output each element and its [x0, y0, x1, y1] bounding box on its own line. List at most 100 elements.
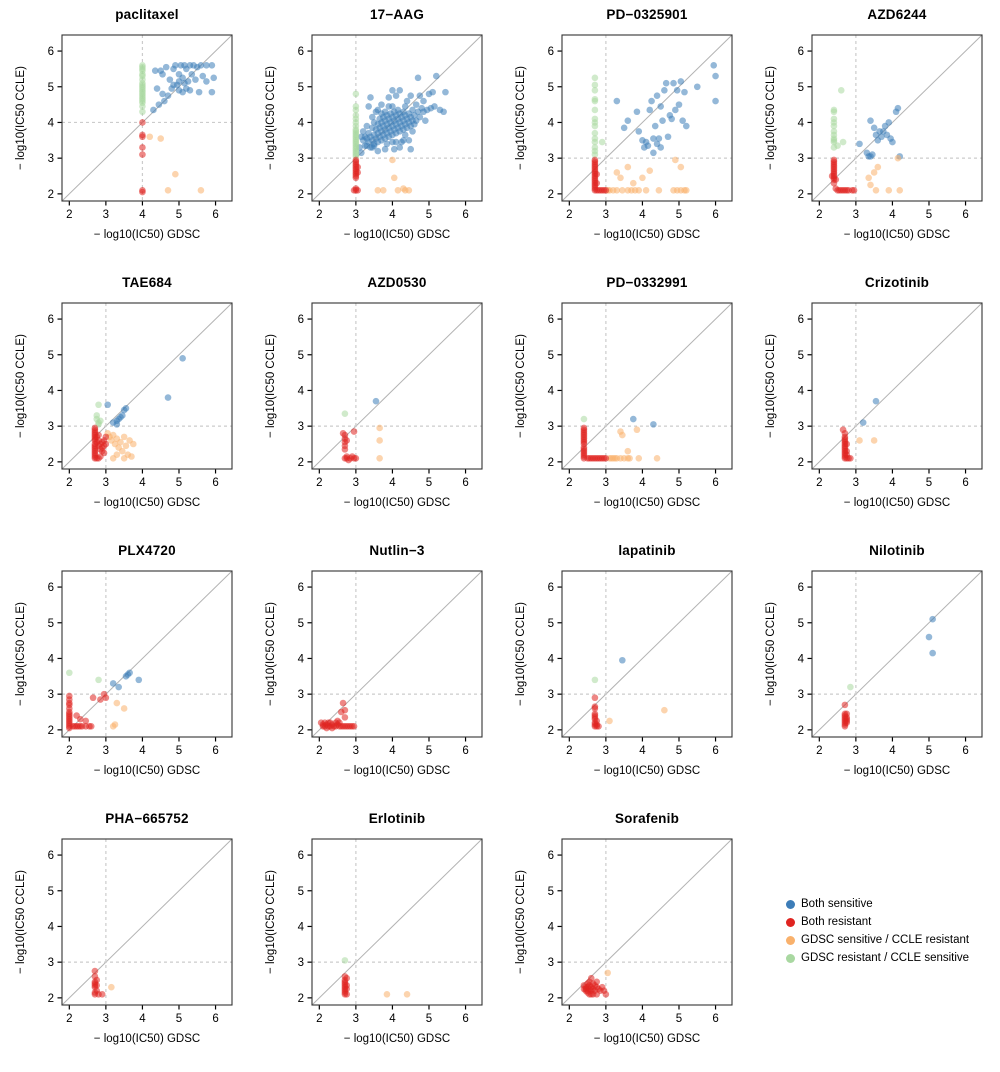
svg-text:2: 2 — [48, 725, 54, 737]
svg-text:4: 4 — [889, 745, 896, 757]
chart-title: paclitaxel — [115, 7, 179, 22]
svg-text:3: 3 — [103, 209, 109, 221]
legend: Both sensitive Both resistant GDSC sensi… — [786, 898, 969, 970]
svg-text:5: 5 — [426, 1013, 432, 1025]
svg-text:6: 6 — [712, 477, 718, 489]
svg-text:5: 5 — [48, 350, 54, 362]
svg-text:6: 6 — [212, 477, 218, 489]
legend-label: Both sensitive — [801, 898, 873, 910]
scatter-plot-pd-0325901: 22 3 3 4 4 5 5 6 6 — [548, 34, 733, 221]
svg-text:4: 4 — [298, 653, 305, 665]
svg-text:5: 5 — [926, 745, 932, 757]
svg-text:4: 4 — [48, 117, 55, 129]
scatter-plot-paclitaxel: 22 3 3 4 4 5 5 6 6 — [48, 34, 233, 221]
svg-text:4: 4 — [298, 385, 305, 397]
svg-text:6: 6 — [798, 582, 804, 594]
svg-text:3: 3 — [353, 745, 359, 757]
chart-title: AZD0530 — [367, 275, 427, 290]
scatter-plot-17-aag: 22 3 3 4 4 5 5 6 6 — [298, 34, 483, 221]
x-axis-label: − log10(IC50) GDSC — [843, 497, 951, 509]
svg-text:3: 3 — [798, 689, 804, 701]
chart-title: Nutlin−3 — [369, 543, 425, 558]
svg-text:4: 4 — [639, 209, 646, 221]
chart-title: TAE684 — [122, 275, 172, 290]
scatter-plot-tae684: 22 3 3 4 4 5 5 6 6 — [48, 302, 233, 489]
svg-text:2: 2 — [298, 457, 304, 469]
svg-text:3: 3 — [853, 209, 859, 221]
svg-text:4: 4 — [639, 745, 646, 757]
chart-title: 17−AAG — [369, 7, 425, 22]
svg-text:5: 5 — [676, 209, 682, 221]
svg-text:5: 5 — [926, 477, 932, 489]
svg-text:2: 2 — [816, 477, 822, 489]
svg-text:2: 2 — [66, 745, 72, 757]
svg-text:6: 6 — [548, 582, 554, 594]
svg-text:5: 5 — [798, 82, 804, 94]
scatter-plot-crizotinib: 22 3 3 4 4 5 5 6 6 — [798, 302, 983, 489]
svg-text:5: 5 — [548, 886, 554, 898]
chart-title: AZD6244 — [867, 7, 927, 22]
svg-text:6: 6 — [962, 477, 968, 489]
x-axis-label: − log10(IC50) GDSC — [343, 1033, 451, 1045]
svg-text:5: 5 — [176, 745, 182, 757]
x-axis-label: − log10(IC50) GDSC — [843, 229, 951, 241]
x-axis-label: − log10(IC50) GDSC — [93, 1033, 201, 1045]
legend-dot-both-resistant-icon — [786, 917, 795, 927]
svg-text:3: 3 — [353, 1013, 359, 1025]
chart-title: Crizotinib — [864, 275, 930, 290]
svg-text:5: 5 — [798, 618, 804, 630]
svg-text:3: 3 — [603, 477, 609, 489]
legend-item-both-resistant: Both resistant — [786, 916, 969, 928]
svg-text:2: 2 — [816, 745, 822, 757]
svg-text:2: 2 — [66, 209, 72, 221]
svg-text:4: 4 — [298, 921, 305, 933]
svg-text:5: 5 — [798, 350, 804, 362]
svg-text:5: 5 — [298, 82, 304, 94]
svg-text:3: 3 — [548, 421, 554, 433]
x-axis-label: − log10(IC50) GDSC — [343, 229, 451, 241]
svg-text:3: 3 — [548, 153, 554, 165]
scatter-plot-nilotinib: 22 3 3 4 4 5 5 6 6 — [798, 570, 983, 757]
x-axis-label: − log10(IC50) GDSC — [343, 497, 451, 509]
svg-text:3: 3 — [298, 421, 304, 433]
x-axis-label: − log10(IC50) GDSC — [843, 765, 951, 777]
svg-text:4: 4 — [798, 385, 805, 397]
svg-text:4: 4 — [798, 117, 805, 129]
svg-text:5: 5 — [176, 1013, 182, 1025]
legend-dot-ccle-sensitive-icon — [786, 953, 795, 963]
svg-text:2: 2 — [548, 189, 554, 201]
svg-text:6: 6 — [712, 1013, 718, 1025]
scatter-plot-nutlin-3: 22 3 3 4 4 5 5 6 6 — [298, 570, 483, 757]
scatter-plot-erlotinib: 22 3 3 4 4 5 5 6 6 — [298, 838, 483, 1025]
svg-text:4: 4 — [139, 209, 146, 221]
svg-text:2: 2 — [316, 477, 322, 489]
svg-text:6: 6 — [548, 850, 554, 862]
svg-text:3: 3 — [353, 209, 359, 221]
svg-text:6: 6 — [298, 314, 304, 326]
svg-text:2: 2 — [48, 993, 54, 1005]
svg-text:6: 6 — [212, 1013, 218, 1025]
x-axis-label: − log10(IC50) GDSC — [93, 497, 201, 509]
svg-text:4: 4 — [389, 477, 396, 489]
scatter-plot-plx4720: 22 3 3 4 4 5 5 6 6 — [48, 570, 233, 757]
svg-text:6: 6 — [298, 46, 304, 58]
svg-text:6: 6 — [48, 314, 54, 326]
svg-text:3: 3 — [48, 957, 54, 969]
svg-text:6: 6 — [298, 582, 304, 594]
svg-text:3: 3 — [853, 477, 859, 489]
svg-text:2: 2 — [298, 993, 304, 1005]
x-axis-label: − log10(IC50) GDSC — [593, 229, 701, 241]
svg-text:6: 6 — [462, 209, 468, 221]
svg-text:6: 6 — [298, 850, 304, 862]
svg-text:5: 5 — [298, 350, 304, 362]
svg-text:5: 5 — [176, 209, 182, 221]
svg-text:5: 5 — [548, 618, 554, 630]
